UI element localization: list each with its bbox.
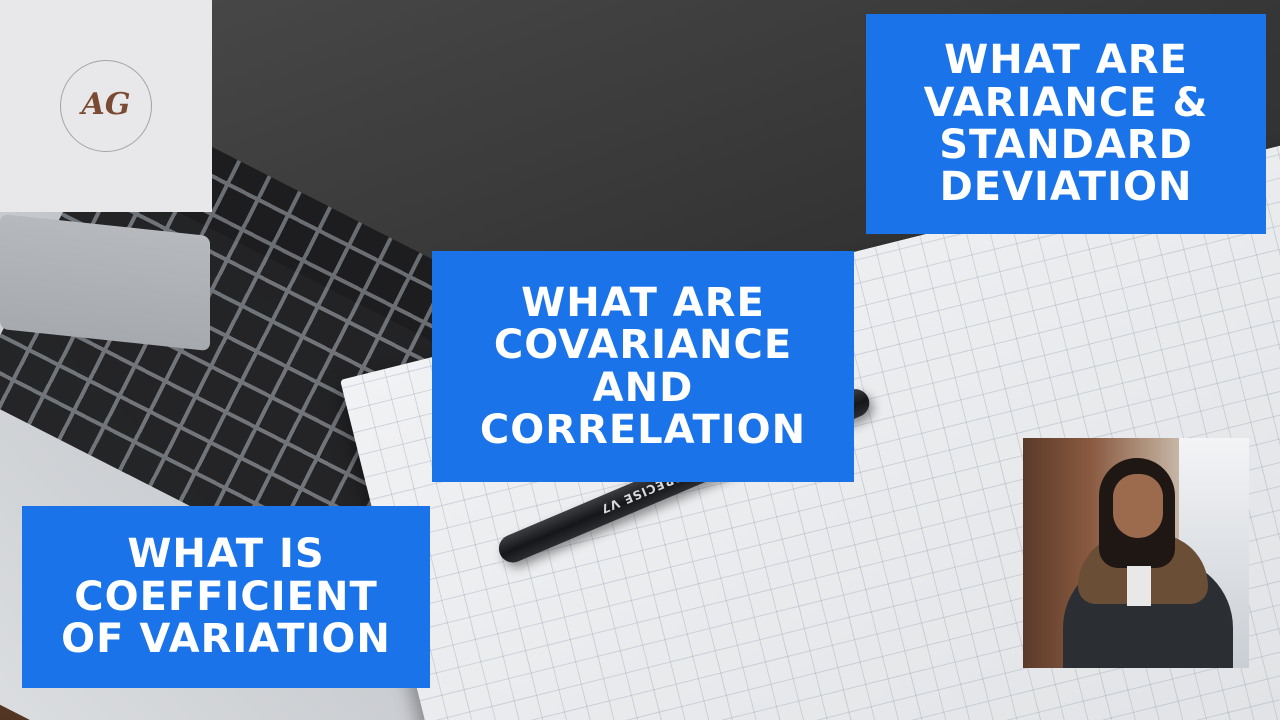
logo-card: AG	[0, 0, 212, 212]
variance-title-line-2: VARIANCE &	[923, 79, 1209, 126]
logo-monogram-text: AG	[81, 87, 131, 122]
ag-monogram-logo: AG	[60, 60, 152, 152]
variance-title-line-1: WHAT ARE	[944, 37, 1188, 84]
coefficient-of-variation-title-box: WHAT IS COEFFICIENT OF VARIATION	[22, 506, 430, 688]
covariance-title-line-1: WHAT ARE	[521, 279, 765, 326]
presenter-shirt	[1127, 566, 1151, 606]
laptop-trackpad	[0, 213, 210, 352]
variance-title-line-4: DEVIATION	[939, 164, 1193, 211]
covariance-correlation-title-box: WHAT ARE COVARIANCE AND CORRELATION	[432, 251, 854, 482]
cv-title-line-2: COEFFICIENT	[74, 573, 378, 620]
covariance-title-line-3: AND	[592, 364, 694, 411]
presenter-photo	[1023, 438, 1249, 668]
cv-title-line-3: OF VARIATION	[61, 616, 391, 663]
variance-title-line-3: STANDARD	[939, 122, 1193, 168]
variance-std-title-box: WHAT ARE VARIANCE & STANDARD DEVIATION	[866, 14, 1266, 234]
presenter-face	[1113, 474, 1163, 538]
covariance-title-line-4: CORRELATION	[479, 406, 807, 453]
cv-title-line-1: WHAT IS	[127, 531, 325, 578]
covariance-title-line-2: COVARIANCE	[493, 322, 793, 369]
